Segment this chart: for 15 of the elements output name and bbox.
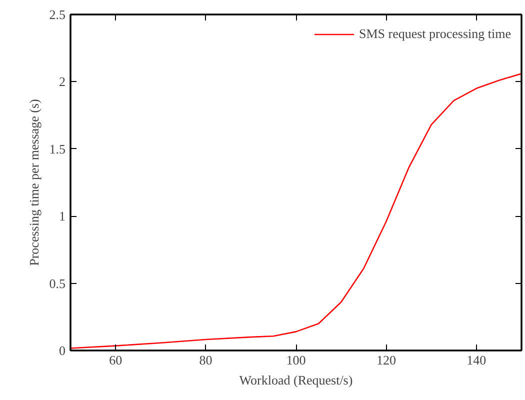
y-tick-label: 2: [59, 74, 66, 90]
x-tick-label: 80: [199, 352, 212, 368]
x-tick-label: 120: [376, 352, 396, 368]
y-axis-title: Processing time per message (s): [26, 99, 42, 266]
line-series: [70, 72, 522, 349]
y-tick-label: 0.5: [49, 276, 66, 291]
x-tick-label: 100: [286, 352, 306, 368]
y-tick-label: 1: [59, 208, 66, 224]
y-tick-label: 2.5: [49, 7, 66, 22]
x-tick-label: 140: [466, 352, 486, 368]
y-tick-label: 1.5: [49, 141, 66, 156]
y-tick-label: 0: [59, 343, 66, 358]
x-axis-title: Workload (Request/s): [239, 372, 353, 388]
x-tick-label: 60: [109, 352, 122, 368]
legend-label: SMS request processing time: [358, 26, 511, 42]
